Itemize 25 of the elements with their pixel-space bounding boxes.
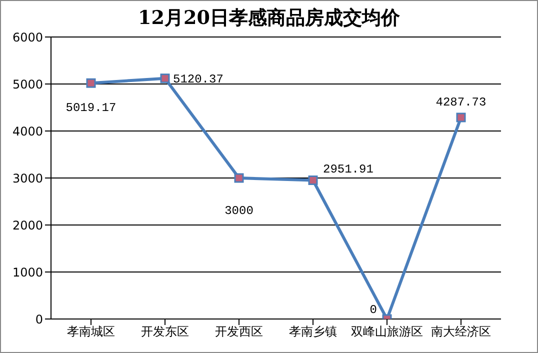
y-tick-label: 0 <box>35 312 43 326</box>
point <box>86 78 96 88</box>
point <box>234 173 244 183</box>
chart-title: 12月20日孝感商品房成交均价 <box>137 6 401 31</box>
point <box>160 74 170 84</box>
x-tick-label: 开发东区 <box>141 324 189 339</box>
x-tick-label: 孝南乡镇 <box>289 324 337 339</box>
data-label: 3000 <box>224 204 254 218</box>
x-tick-label: 南大经济区 <box>431 324 491 339</box>
y-tick-label: 4000 <box>12 124 43 138</box>
data-label: 5019.17 <box>66 101 116 116</box>
data-label: 0 <box>370 303 377 317</box>
x-tick-label: 开发西区 <box>215 324 263 339</box>
y-tick-label: 1000 <box>12 265 43 280</box>
data-label: 2951.91 <box>323 162 374 176</box>
y-tick-label: 3000 <box>12 171 43 186</box>
y-tick-label: 5000 <box>12 77 43 92</box>
data-label: 5120.37 <box>173 72 224 86</box>
data-label: 4287.73 <box>436 95 486 110</box>
point <box>308 176 318 186</box>
point <box>456 112 466 122</box>
x-tick-label: 孝南城区 <box>67 324 115 339</box>
y-tick-label: 2000 <box>12 218 43 232</box>
y-tick-label: 6000 <box>12 30 43 44</box>
x-tick-label: 双峰山旅游区 <box>351 324 423 339</box>
